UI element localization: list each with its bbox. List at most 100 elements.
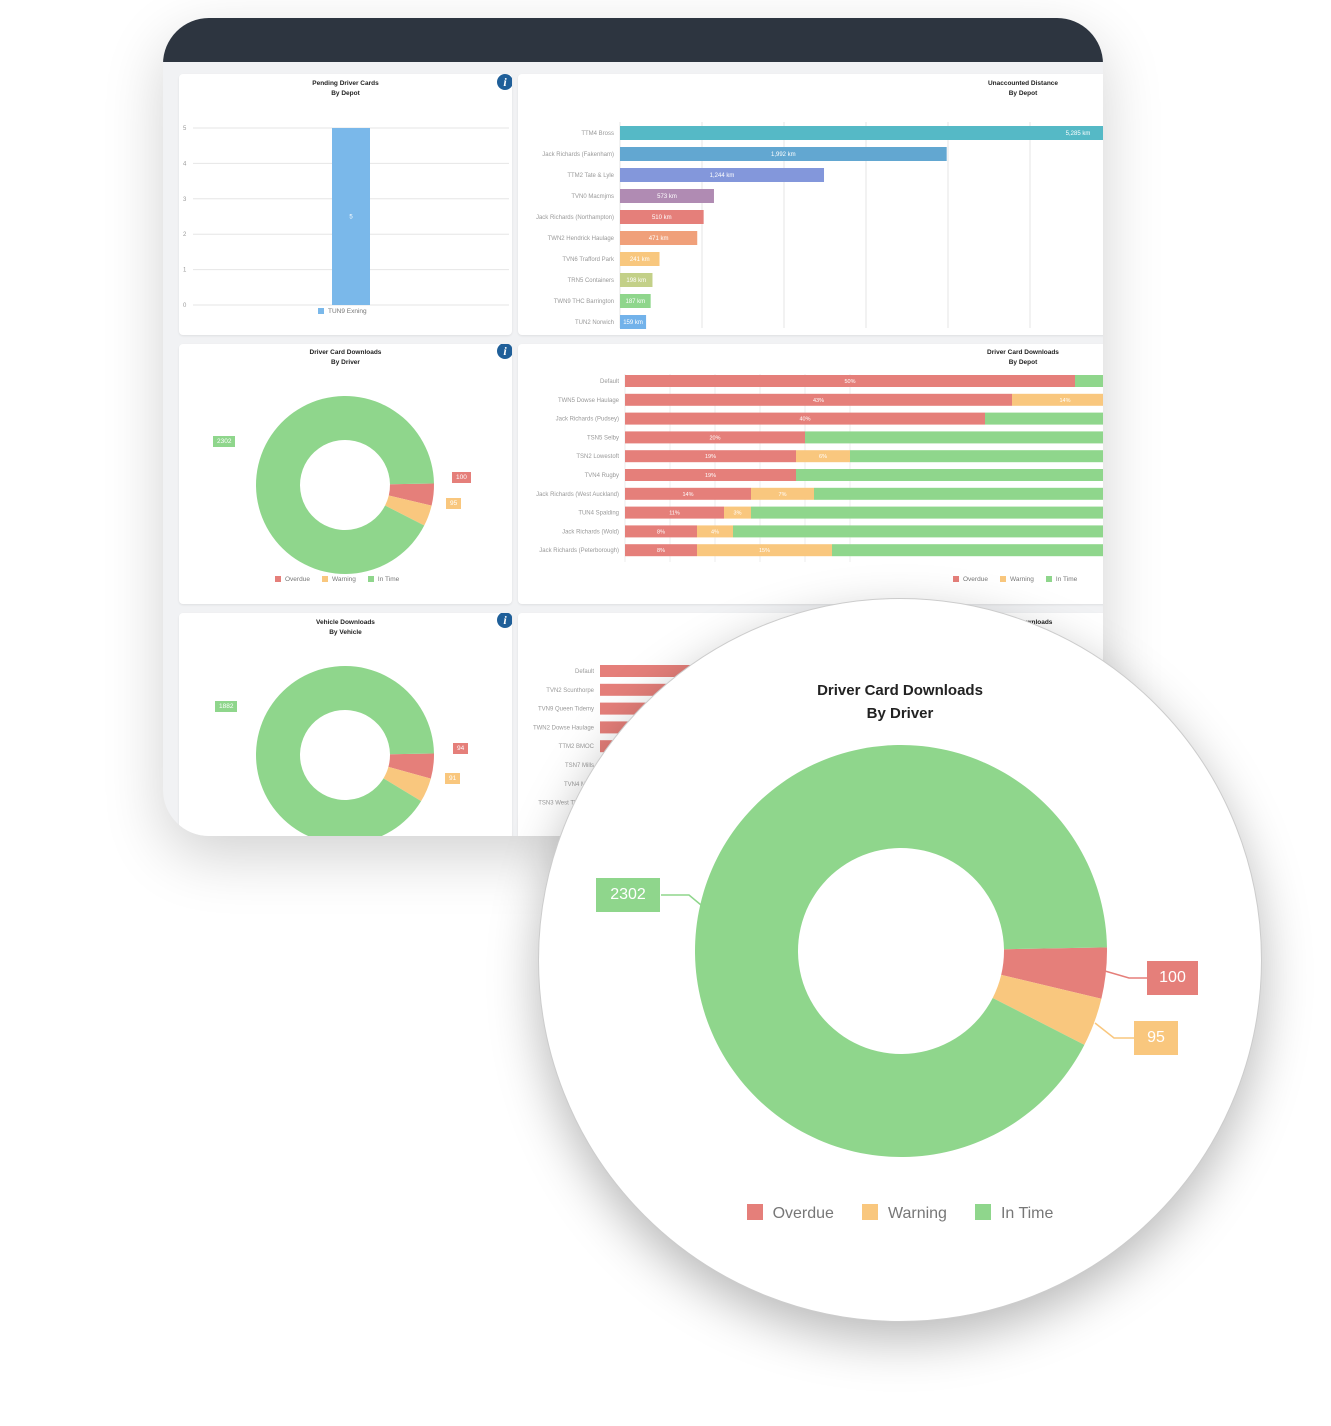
category-label: TWN9 THC Barrington [554, 299, 614, 305]
panel-pending-driver-cards: 0 1 2 3 4 5 5 Pending Driver Cards By Depot i T… [179, 74, 512, 335]
subtitle: By Depot [1008, 359, 1038, 366]
category-label: Jack Richards (Wold) [562, 529, 619, 535]
legend-label: Warning [331, 576, 356, 583]
legend-swatch [999, 576, 1006, 582]
category-label: TTM2 Tate & Lyle [567, 173, 614, 179]
legend-swatch [1045, 576, 1052, 582]
data-label: 5,285 km [1066, 131, 1091, 137]
connector [661, 894, 702, 906]
legend-swatch [318, 308, 324, 314]
legend-item-overdue[interactable]: Overdue [275, 576, 310, 583]
legend-item[interactable]: TUN9 Exning [318, 308, 367, 315]
bar-segment [733, 525, 1103, 538]
category-label: TVN9 Queen Tidemy [538, 707, 594, 713]
legend-item-in-time[interactable]: In Time [974, 1204, 1053, 1223]
data-label: 510 km [652, 215, 672, 221]
y-tick-label: 3 [183, 197, 187, 203]
legend-item-overdue[interactable]: Overdue [746, 1204, 834, 1223]
title: Driver Card Downloads [987, 349, 1059, 356]
bar-segment [1012, 393, 1103, 406]
bar [620, 231, 698, 245]
info-icon[interactable]: i [497, 613, 512, 628]
legend-label: Warning [887, 1205, 947, 1222]
legend-item-warning[interactable]: Warning [321, 576, 356, 583]
legend: Overdue Warning In Time [953, 576, 1077, 583]
top-bar [163, 18, 1103, 62]
chart-title: Driver Card Downloads By Driver [539, 679, 1261, 725]
info-icon[interactable]: i [497, 344, 512, 359]
connector [1094, 1022, 1134, 1039]
y-tick-label: 0 [183, 303, 187, 309]
data-label: 19% [705, 454, 716, 460]
category-label: TVN4 Rugby [585, 473, 619, 479]
bar-segment [724, 506, 751, 519]
bar-segment [796, 450, 850, 463]
legend-item-warning[interactable]: Warning [861, 1204, 947, 1223]
vehicle-slice-0 [388, 753, 434, 779]
category-label: Jack Richards (Pudsey) [556, 417, 619, 423]
chart-title: Pending Driver Cards By Depot [179, 79, 512, 99]
data-label: 159 km [623, 320, 643, 326]
legend-label: Overdue [285, 576, 310, 583]
data-label: 187 km [625, 299, 645, 305]
bar-segment [814, 487, 1103, 500]
panel-driver-card-downloads-by-depot: Default 50% TWN5 Dowse Haulage 43% 14% Jack R… [518, 344, 1103, 604]
data-label-overdue: 100 [452, 472, 471, 483]
bar-segment [805, 431, 1103, 444]
bar-segment [697, 525, 733, 538]
title: Driver Card Downloads [817, 682, 983, 699]
info-icon[interactable]: i [497, 74, 512, 90]
data-label: 8% [657, 548, 665, 554]
y-tick-label: 2 [183, 232, 187, 238]
bar [332, 128, 370, 305]
legend-item-in-time[interactable]: In Time [367, 576, 399, 583]
magnified-donut-chart [661, 745, 1147, 1157]
data-label-overdue: 100 [1147, 961, 1198, 995]
bar-segment [625, 544, 697, 557]
bar-segment [625, 431, 805, 444]
vehicle-donut-chart [256, 666, 434, 836]
data-label: 5 [349, 215, 353, 221]
panel-driver-card-downloads-by-driver: Driver Card Downloads By Driver i 2302 10… [179, 344, 512, 604]
chart-title: Driver Card Downloads By Depot [958, 348, 1088, 368]
legend-item-in-time[interactable]: In Time [1045, 576, 1078, 583]
legend-swatch [367, 576, 374, 582]
data-label: 573 km [657, 194, 677, 200]
category-label: Jack Richards (Peterborough) [539, 548, 619, 554]
data-label: 20% [709, 435, 720, 441]
data-label: 241 km [630, 257, 650, 263]
category-label: TSN7 Mills [565, 763, 594, 769]
y-tick-label: 5 [183, 126, 187, 132]
vehicle-slice-2 [256, 666, 434, 836]
data-label: 471 km [649, 236, 669, 242]
bar-segment [625, 450, 796, 463]
data-label-in-time: 2302 [596, 878, 660, 912]
title: Driver Card Downloads [309, 349, 382, 356]
data-label-warning: 91 [445, 773, 461, 784]
bar-segment [625, 393, 1012, 406]
category-label: TSN3 West Thurrock [538, 801, 595, 807]
driver-donut-chart [256, 396, 434, 574]
legend-swatch [275, 576, 281, 582]
legend-label: Overdue [963, 576, 988, 583]
data-label-warning: 95 [446, 498, 462, 509]
data-label: 7% [779, 492, 787, 498]
legend-label: In Time [1055, 576, 1078, 583]
legend-item-overdue[interactable]: Overdue [953, 576, 988, 583]
data-label: 14% [682, 492, 693, 498]
bar-segment [625, 525, 697, 538]
category-label: TWN5 Dowse Haulage [558, 398, 620, 404]
bar [620, 126, 1103, 140]
category-label: Default [600, 379, 619, 385]
legend-swatch [321, 576, 328, 582]
title: Unaccounted Distance [987, 80, 1059, 87]
legend-item-warning[interactable]: Warning [999, 576, 1034, 583]
data-label-overdue: 94 [453, 743, 469, 754]
bar [620, 252, 660, 266]
driver-depot-chart: Default 50% TWN5 Dowse Haulage 43% 14% Jack R… [536, 374, 1103, 562]
bar-segment [625, 375, 1075, 387]
category-label: TVN4 MPS [564, 782, 594, 788]
legend-swatch [746, 1204, 763, 1220]
